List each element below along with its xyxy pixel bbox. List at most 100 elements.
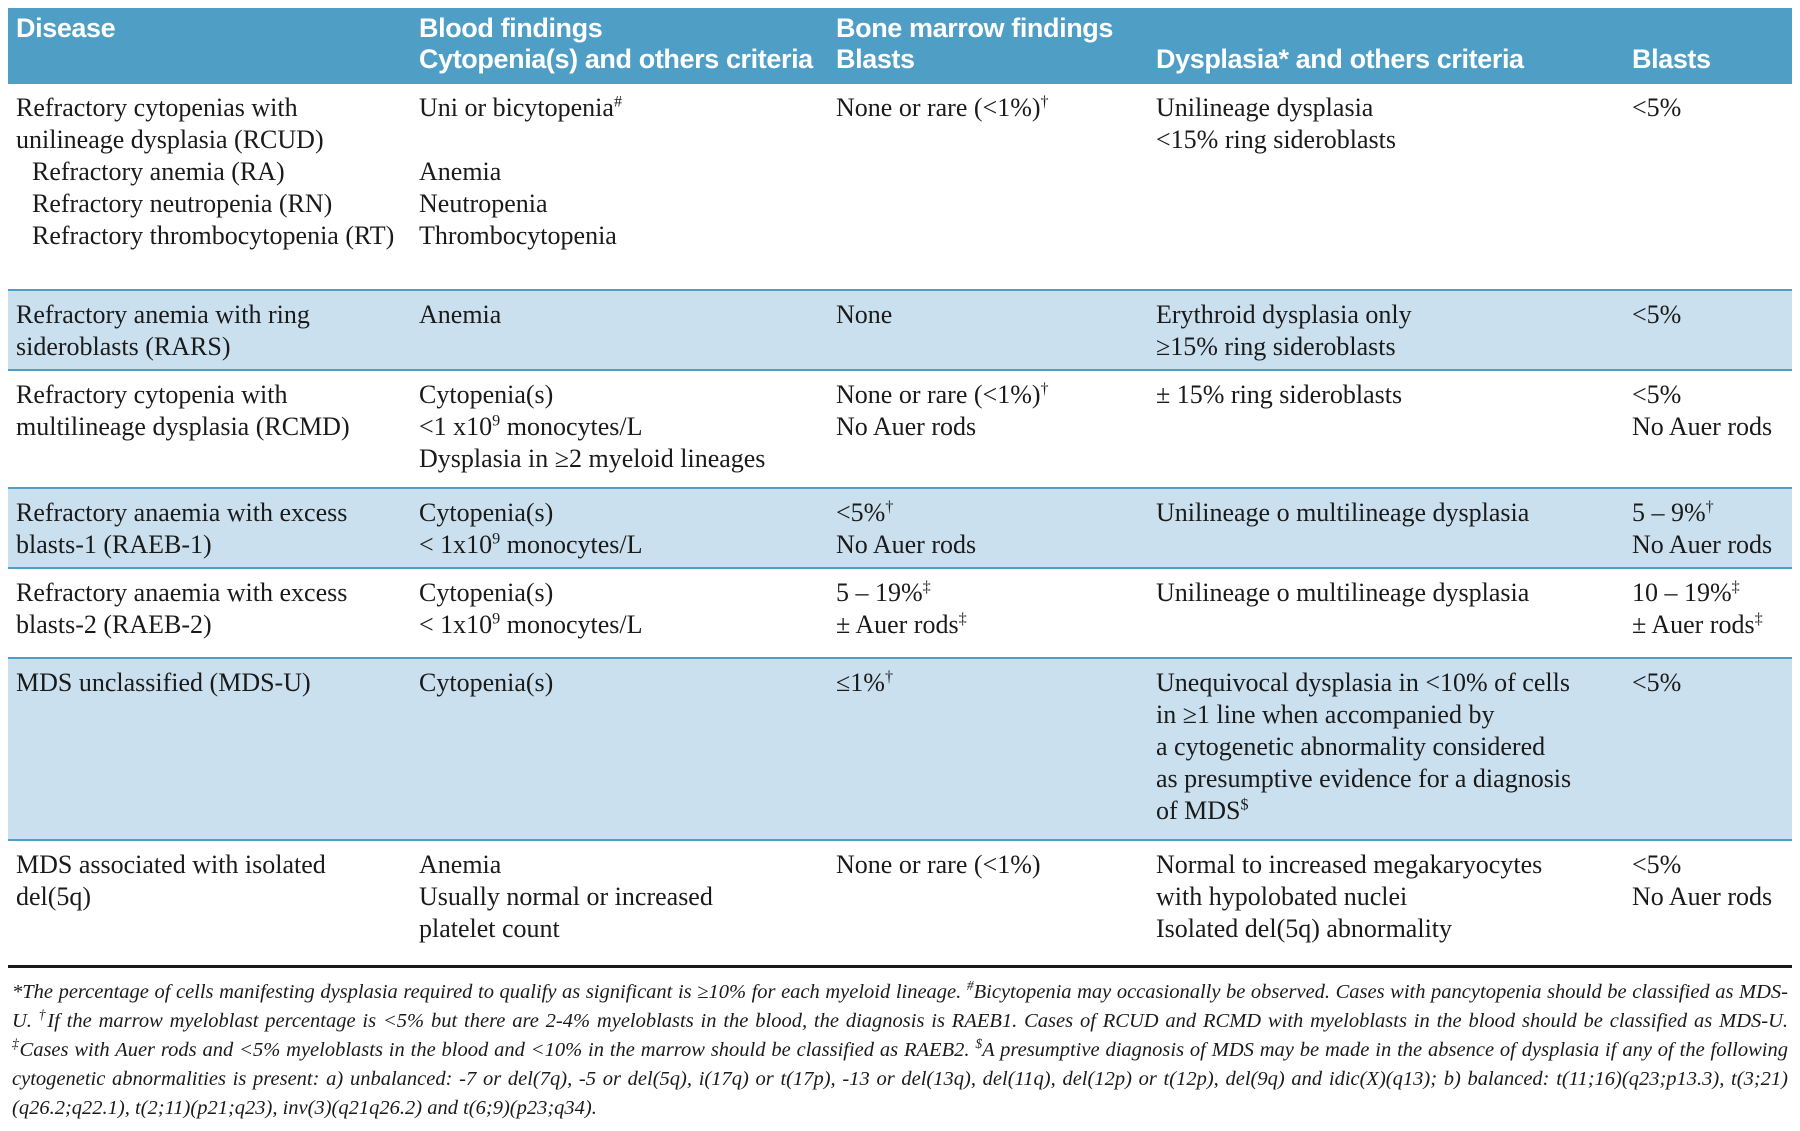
table-header-row: Disease Blood findings Cytopenia(s) and … — [8, 8, 1792, 82]
cell-marrow-blasts: None or rare (<1%)† — [836, 84, 1156, 289]
text-line: Refractory cytopenias with — [16, 93, 298, 122]
text-line: sideroblasts (RARS) — [16, 332, 231, 361]
cell-marrow-blasts: None or rare (<1%) — [836, 841, 1156, 963]
cell-dysplasia: Unilineage o multilineage dysplasia — [1156, 569, 1632, 657]
cell-marrow-blasts: 5 – 19%‡ ± Auer rods‡ — [836, 569, 1156, 657]
text-line: Cytopenia(s) — [419, 668, 554, 697]
text-line: <5% — [1632, 668, 1682, 697]
header-line: Dysplasia* and others criteria — [1156, 44, 1524, 74]
spacer-line — [419, 124, 824, 156]
text-line: Usually normal or increased — [419, 882, 713, 911]
text-line: Refractory neutropenia (RN) — [32, 189, 333, 218]
text-line: multilineage dysplasia (RCMD) — [16, 412, 350, 441]
cell-blood-findings: Cytopenia(s) — [419, 659, 836, 839]
text-line: del(5q) — [16, 882, 92, 911]
text-line: Anemia — [419, 157, 502, 186]
text-line: <5%† — [836, 498, 894, 527]
text-line: Refractory cytopenia with — [16, 380, 288, 409]
text-line: Unilineage dysplasia — [1156, 93, 1374, 122]
cell-disease: Refractory anemia with ring sideroblasts … — [8, 291, 419, 369]
cell-blood-findings: Uni or bicytopenia# Anemia Neutropenia Thro… — [419, 84, 836, 289]
header-line: Blood findings — [419, 13, 603, 43]
cell-disease: Refractory cytopenia with multilineage dy… — [8, 371, 419, 487]
header-line — [16, 44, 409, 75]
text-line: blasts-2 (RAEB-2) — [16, 610, 212, 639]
text-line: MDS associated with isolated — [16, 850, 326, 879]
text-line: of MDS$ — [1156, 796, 1249, 825]
text-line: ± 15% ring sideroblasts — [1156, 380, 1403, 409]
table-row-rcud: Refractory cytopenias with unilineage dys… — [8, 82, 1792, 289]
text-line: Anemia — [419, 300, 502, 329]
header-line: Blasts — [836, 44, 915, 74]
footnote-marker: $ — [975, 1036, 983, 1052]
text-line: Isolated del(5q) abnormality — [1156, 914, 1453, 943]
footnote-text: If the marrow myeloblast percentage is <… — [47, 1010, 1789, 1032]
header-cell-disease: Disease — [8, 13, 419, 75]
cell-blasts: <5% — [1632, 659, 1792, 839]
header-line: Blasts — [1632, 44, 1711, 74]
cell-disease: MDS associated with isolated del(5q) — [8, 841, 419, 963]
text-line: ± Auer rods‡ — [1632, 610, 1763, 639]
cell-disease: Refractory cytopenias with unilineage dys… — [8, 84, 419, 289]
table-row-mds-u: MDS unclassified (MDS-U) Cytopenia(s) ≤1… — [8, 657, 1792, 839]
text-line: Cytopenia(s) — [419, 380, 554, 409]
text-line: platelet count — [419, 914, 560, 943]
footnote-marker: ‡ — [12, 1036, 20, 1052]
header-line: Cytopenia(s) and others criteria — [419, 44, 813, 74]
text-line: No Auer rods — [1632, 530, 1773, 559]
text-line: <5% — [1632, 850, 1682, 879]
table-row-rcmd: Refractory cytopenia with multilineage dy… — [8, 369, 1792, 487]
text-line: None — [836, 300, 893, 329]
cell-disease: Refractory anaemia with excess blasts-2 (… — [8, 569, 419, 657]
cell-dysplasia: ± 15% ring sideroblasts — [1156, 371, 1632, 487]
cell-disease: MDS unclassified (MDS-U) — [8, 659, 419, 839]
cell-blasts: <5% No Auer rods — [1632, 841, 1792, 963]
text-line: Unilineage o multilineage dysplasia — [1156, 498, 1530, 527]
cell-blasts: <5% — [1632, 291, 1792, 369]
text-line: None or rare (<1%) — [836, 850, 1041, 879]
text-line: Normal to increased megakaryocytes — [1156, 850, 1543, 879]
cell-blasts: <5% No Auer rods — [1632, 371, 1792, 487]
cell-disease: Refractory anaemia with excess blasts-1 (… — [8, 489, 419, 567]
table-row-raeb1: Refractory anaemia with excess blasts-1 (… — [8, 487, 1792, 567]
cell-marrow-blasts: None or rare (<1%)† No Auer rods — [836, 371, 1156, 487]
header-line — [1156, 13, 1622, 44]
cell-marrow-blasts: ≤1%† — [836, 659, 1156, 839]
text-line: MDS unclassified (MDS-U) — [16, 668, 311, 697]
header-line: Disease — [16, 13, 116, 43]
text-line: <5% — [1632, 300, 1682, 329]
text-line: Cytopenia(s) — [419, 498, 554, 527]
header-cell-bone-marrow: Bone marrow findings Blasts — [836, 13, 1156, 75]
header-cell-dysplasia: Dysplasia* and others criteria — [1156, 13, 1632, 75]
cell-dysplasia: Unilineage dysplasia <15% ring sideroblas… — [1156, 84, 1632, 289]
text-line: unilineage dysplasia (RCUD) — [16, 125, 324, 154]
text-line: Thrombocytopenia — [419, 221, 617, 250]
text-line: 5 – 19%‡ — [836, 578, 931, 607]
cell-blood-findings: Cytopenia(s) <1 x109 monocytes/L Dysplasia… — [419, 371, 836, 487]
cell-blood-findings: Cytopenia(s) < 1x109 monocytes/L — [419, 569, 836, 657]
text-line: No Auer rods — [1632, 412, 1773, 441]
cell-dysplasia: Unilineage o multilineage dysplasia — [1156, 489, 1632, 567]
text-line: ± Auer rods‡ — [836, 610, 967, 639]
header-cell-blasts: Blasts — [1632, 13, 1792, 75]
text-line: Dysplasia in ≥2 myeloid lineages — [419, 444, 766, 473]
text-line: < 1x109 monocytes/L — [419, 530, 643, 559]
footnote-text: Bicytopenia may occasionally be observed… — [12, 981, 1788, 1032]
mds-classification-table: Disease Blood findings Cytopenia(s) and … — [8, 8, 1792, 1123]
cell-dysplasia: Unequivocal dysplasia in <10% of cells in… — [1156, 659, 1632, 839]
cell-blasts: 10 – 19%‡ ± Auer rods‡ — [1632, 569, 1792, 657]
cell-marrow-blasts: <5%† No Auer rods — [836, 489, 1156, 567]
text-line: <15% ring sideroblasts — [1156, 125, 1396, 154]
text-line: Unilineage o multilineage dysplasia — [1156, 578, 1530, 607]
text-line: 5 – 9%† — [1632, 498, 1714, 527]
footnote-marker: # — [966, 978, 974, 994]
text-line: Refractory anemia with ring — [16, 300, 310, 329]
cell-blood-findings: Anemia Usually normal or increased platele… — [419, 841, 836, 963]
text-line: Cytopenia(s) — [419, 578, 554, 607]
text-line: as presumptive evidence for a diagnosis — [1156, 764, 1572, 793]
cell-dysplasia: Normal to increased megakaryocytes with h… — [1156, 841, 1632, 963]
text-line: None or rare (<1%)† — [836, 380, 1049, 409]
cell-blasts: 5 – 9%† No Auer rods — [1632, 489, 1792, 567]
text-line: ≤1%† — [836, 668, 893, 697]
table-row-del5q: MDS associated with isolated del(5q) Anem… — [8, 839, 1792, 963]
